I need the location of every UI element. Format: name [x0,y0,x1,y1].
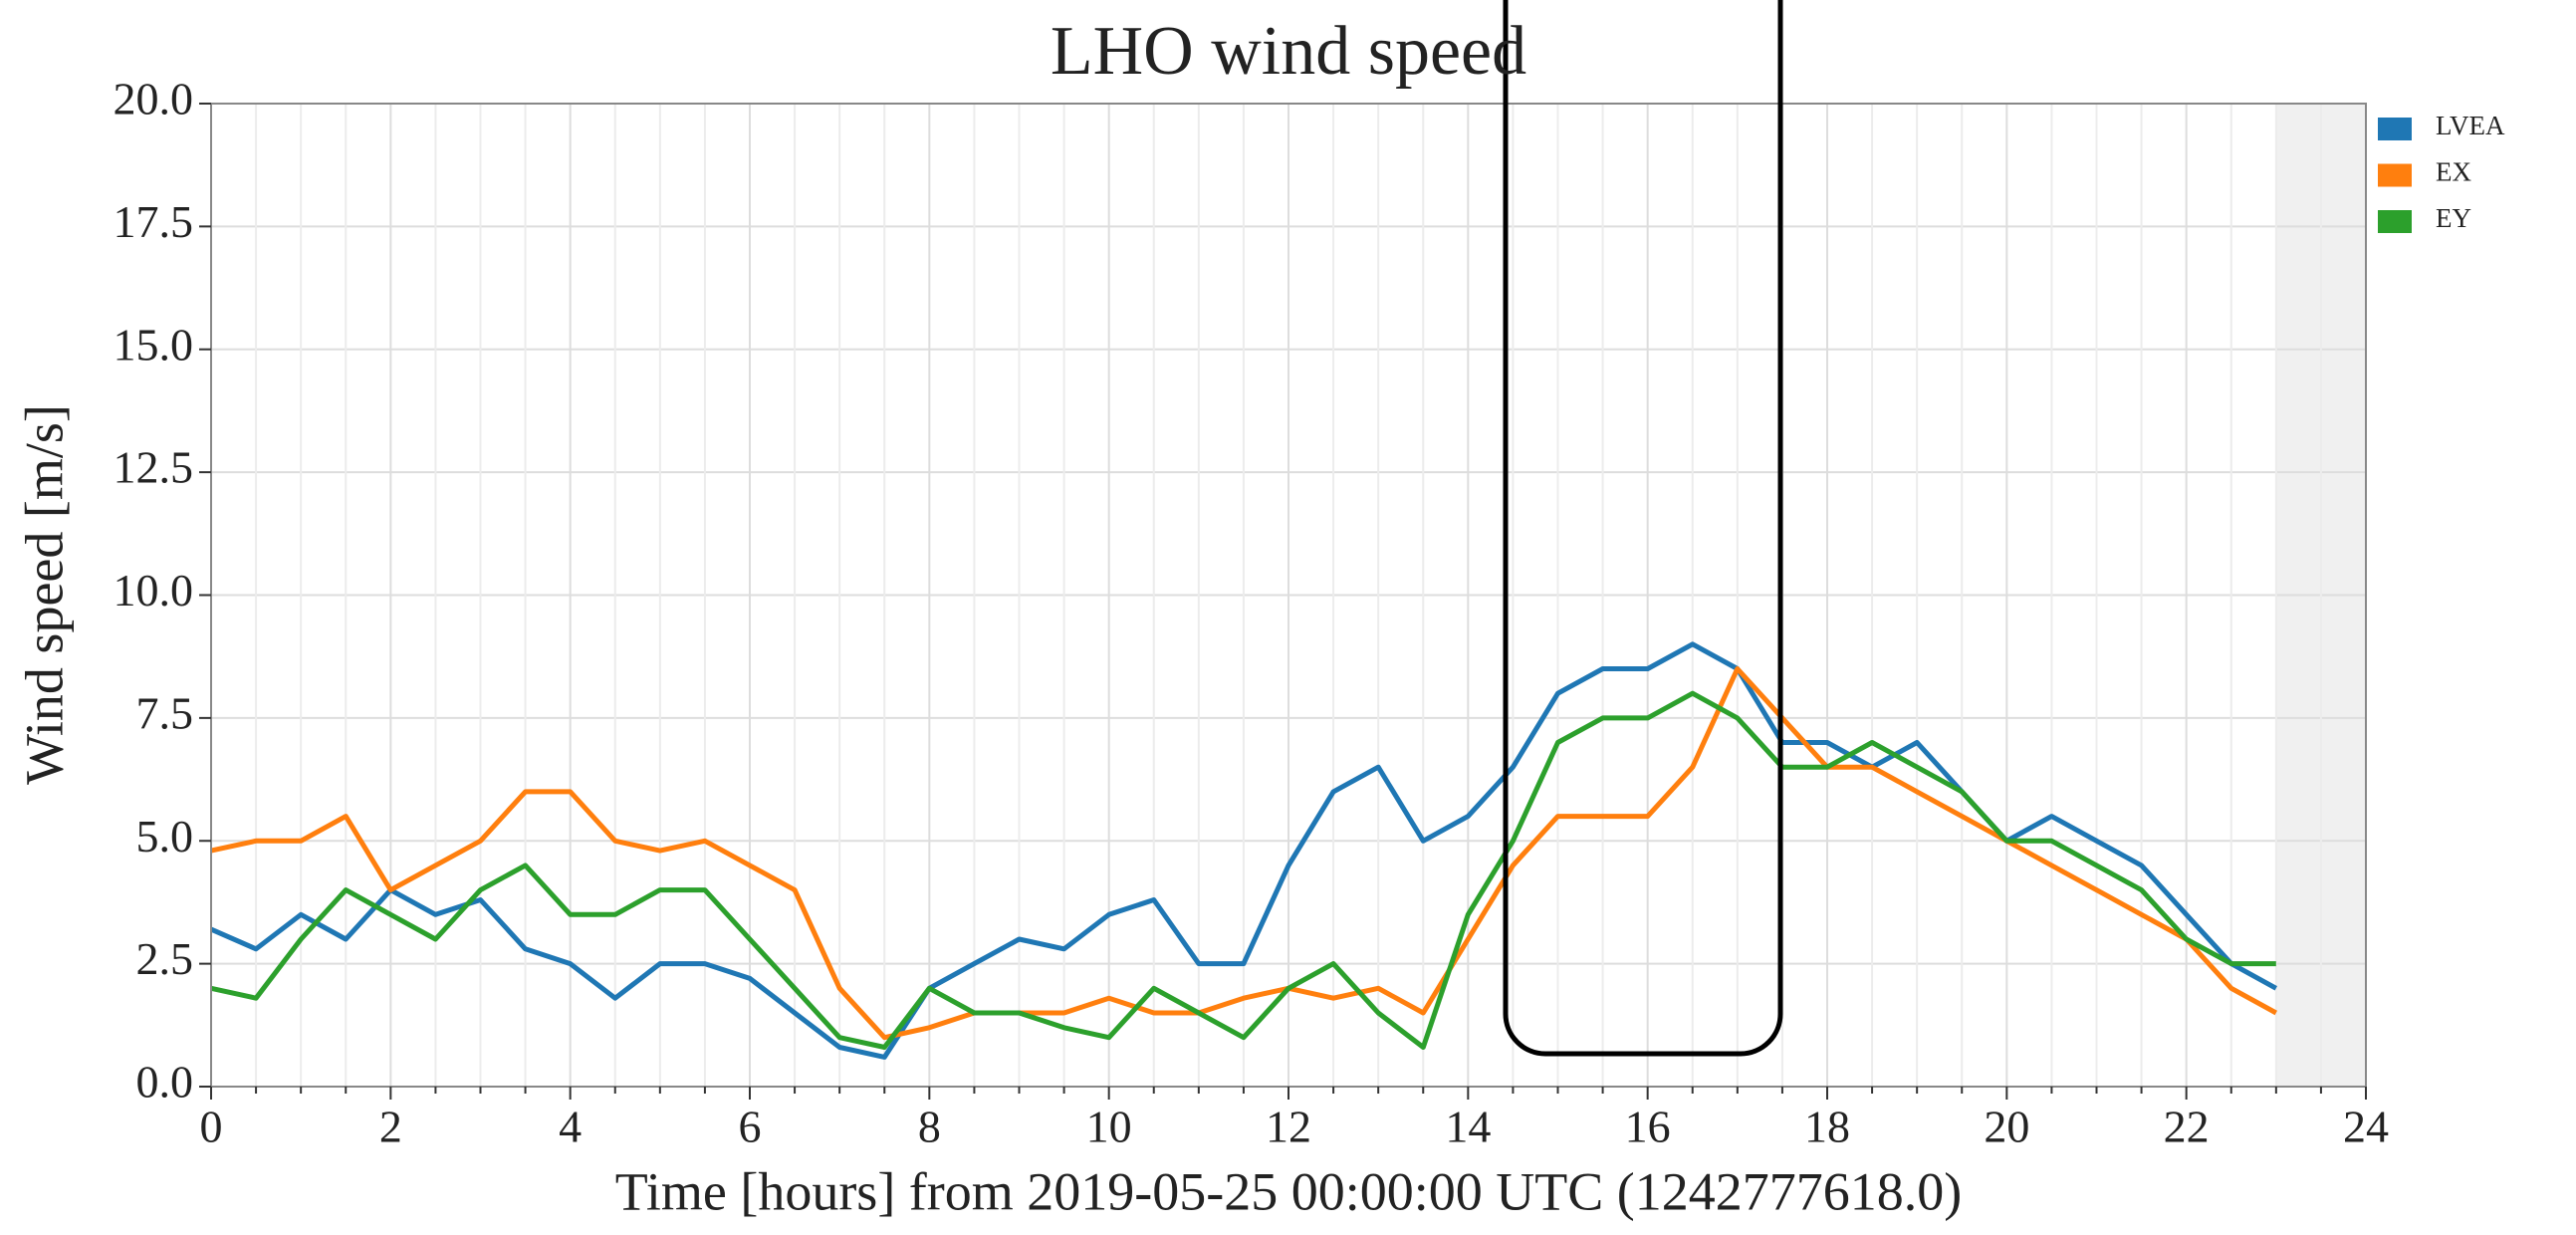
y-tick-label: 15.0 [114,319,194,370]
x-tick-label: 8 [918,1102,941,1152]
x-tick-label: 22 [2164,1102,2210,1152]
data-line [210,666,2278,1041]
y-tick-label: 10.0 [114,565,194,616]
x-tick-label: 2 [379,1102,402,1152]
legend-label: EX [2436,157,2471,187]
legend-swatch [2378,210,2412,233]
legend-label: LVEA [2436,111,2505,140]
x-tick-label: 6 [739,1102,762,1152]
y-tick-label: 12.5 [114,442,194,493]
y-axis-label: Wind speed [m/s] [14,404,74,785]
y-tick-label: 5.0 [136,811,194,862]
x-tick-label: 18 [1804,1102,1850,1152]
y-tick-label: 20.0 [114,74,194,124]
legend-swatch [2378,118,2412,140]
x-tick-label: 4 [559,1102,582,1152]
y-tick-label: 0.0 [136,1057,194,1108]
x-tick-label: 20 [1984,1102,2029,1152]
highlight-box [1503,0,1783,1057]
x-tick-label: 16 [1625,1102,1671,1152]
x-tick-label: 10 [1086,1102,1132,1152]
legend-label: EY [2436,203,2471,233]
x-tick-label: 24 [2343,1102,2389,1152]
legend-swatch [2378,163,2412,187]
chart-title: LHO wind speed [1051,13,1526,90]
y-tick-label: 2.5 [136,933,194,984]
x-axis-label: Time [hours] from 2019-05-25 00:00:00 UT… [615,1161,1962,1221]
x-tick-label: 14 [1445,1102,1491,1152]
x-tick-label: 12 [1266,1102,1311,1152]
y-tick-label: 17.5 [114,196,194,247]
x-tick-label: 0 [200,1102,223,1152]
data-line [209,641,2278,1060]
data-line [210,690,2276,1050]
y-tick-label: 7.5 [136,687,194,738]
